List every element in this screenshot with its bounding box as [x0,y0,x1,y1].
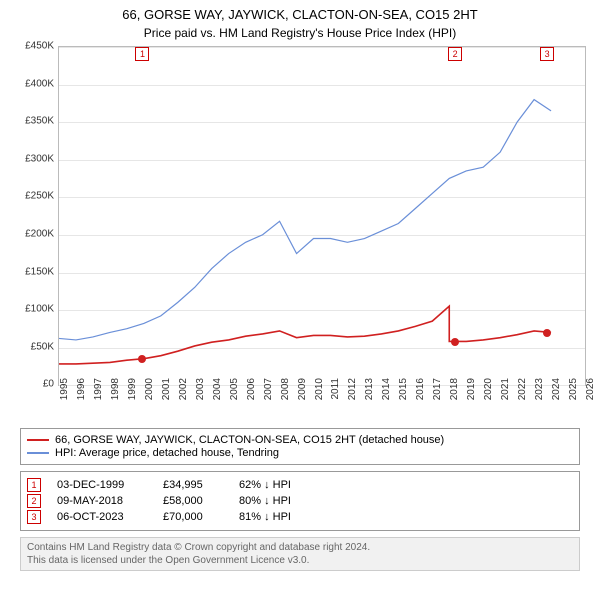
transaction-marker: 1 [27,478,41,492]
legend-label: 66, GORSE WAY, JAYWICK, CLACTON-ON-SEA, … [55,434,444,446]
transaction-pct: 81% ↓ HPI [239,511,291,523]
transaction-row: 3 06-OCT-2023 £70,000 81% ↓ HPI [27,510,573,524]
transaction-date: 03-DEC-1999 [57,479,147,491]
series-price_paid [59,306,551,364]
transaction-date: 06-OCT-2023 [57,511,147,523]
transaction-price: £34,995 [163,479,223,491]
y-tick-label: £150K [10,266,54,277]
plot-area: 1995199619971998199920002001200220032004… [58,46,586,386]
chart-point-2 [451,338,459,346]
legend: 66, GORSE WAY, JAYWICK, CLACTON-ON-SEA, … [20,428,580,465]
y-tick-label: £200K [10,228,54,239]
legend-swatch [27,439,49,441]
footer-line1: Contains HM Land Registry data © Crown c… [27,541,573,554]
page-subtitle: Price paid vs. HM Land Registry's House … [10,26,590,40]
y-tick-label: £50K [10,341,54,352]
y-tick-label: £350K [10,116,54,127]
legend-swatch [27,452,49,454]
x-tick-label: 2026 [585,378,596,400]
chart-marker-3: 3 [540,47,554,61]
legend-label: HPI: Average price, detached house, Tend… [55,447,279,459]
series-hpi [59,100,551,340]
y-tick-label: £300K [10,153,54,164]
transaction-price: £70,000 [163,511,223,523]
y-tick-label: £0 [10,379,54,390]
transaction-pct: 80% ↓ HPI [239,495,291,507]
page-title: 66, GORSE WAY, JAYWICK, CLACTON-ON-SEA, … [10,6,590,24]
footer: Contains HM Land Registry data © Crown c… [20,537,580,571]
legend-item: HPI: Average price, detached house, Tend… [27,447,573,459]
transaction-row: 2 09-MAY-2018 £58,000 80% ↓ HPI [27,494,573,508]
legend-item: 66, GORSE WAY, JAYWICK, CLACTON-ON-SEA, … [27,434,573,446]
y-tick-label: £250K [10,191,54,202]
transaction-price: £58,000 [163,495,223,507]
chart-point-3 [543,329,551,337]
price-chart: 1995199619971998199920002001200220032004… [10,46,590,424]
transaction-date: 09-MAY-2018 [57,495,147,507]
footer-line2: This data is licensed under the Open Gov… [27,554,573,567]
transaction-pct: 62% ↓ HPI [239,479,291,491]
chart-marker-1: 1 [135,47,149,61]
transaction-row: 1 03-DEC-1999 £34,995 62% ↓ HPI [27,478,573,492]
chart-svg [59,47,585,385]
chart-point-1 [138,355,146,363]
transactions-table: 1 03-DEC-1999 £34,995 62% ↓ HPI 2 09-MAY-2018… [20,471,580,531]
chart-marker-2: 2 [448,47,462,61]
y-tick-label: £100K [10,304,54,315]
transaction-marker: 2 [27,494,41,508]
transaction-marker: 3 [27,510,41,524]
y-tick-label: £450K [10,41,54,52]
y-tick-label: £400K [10,78,54,89]
